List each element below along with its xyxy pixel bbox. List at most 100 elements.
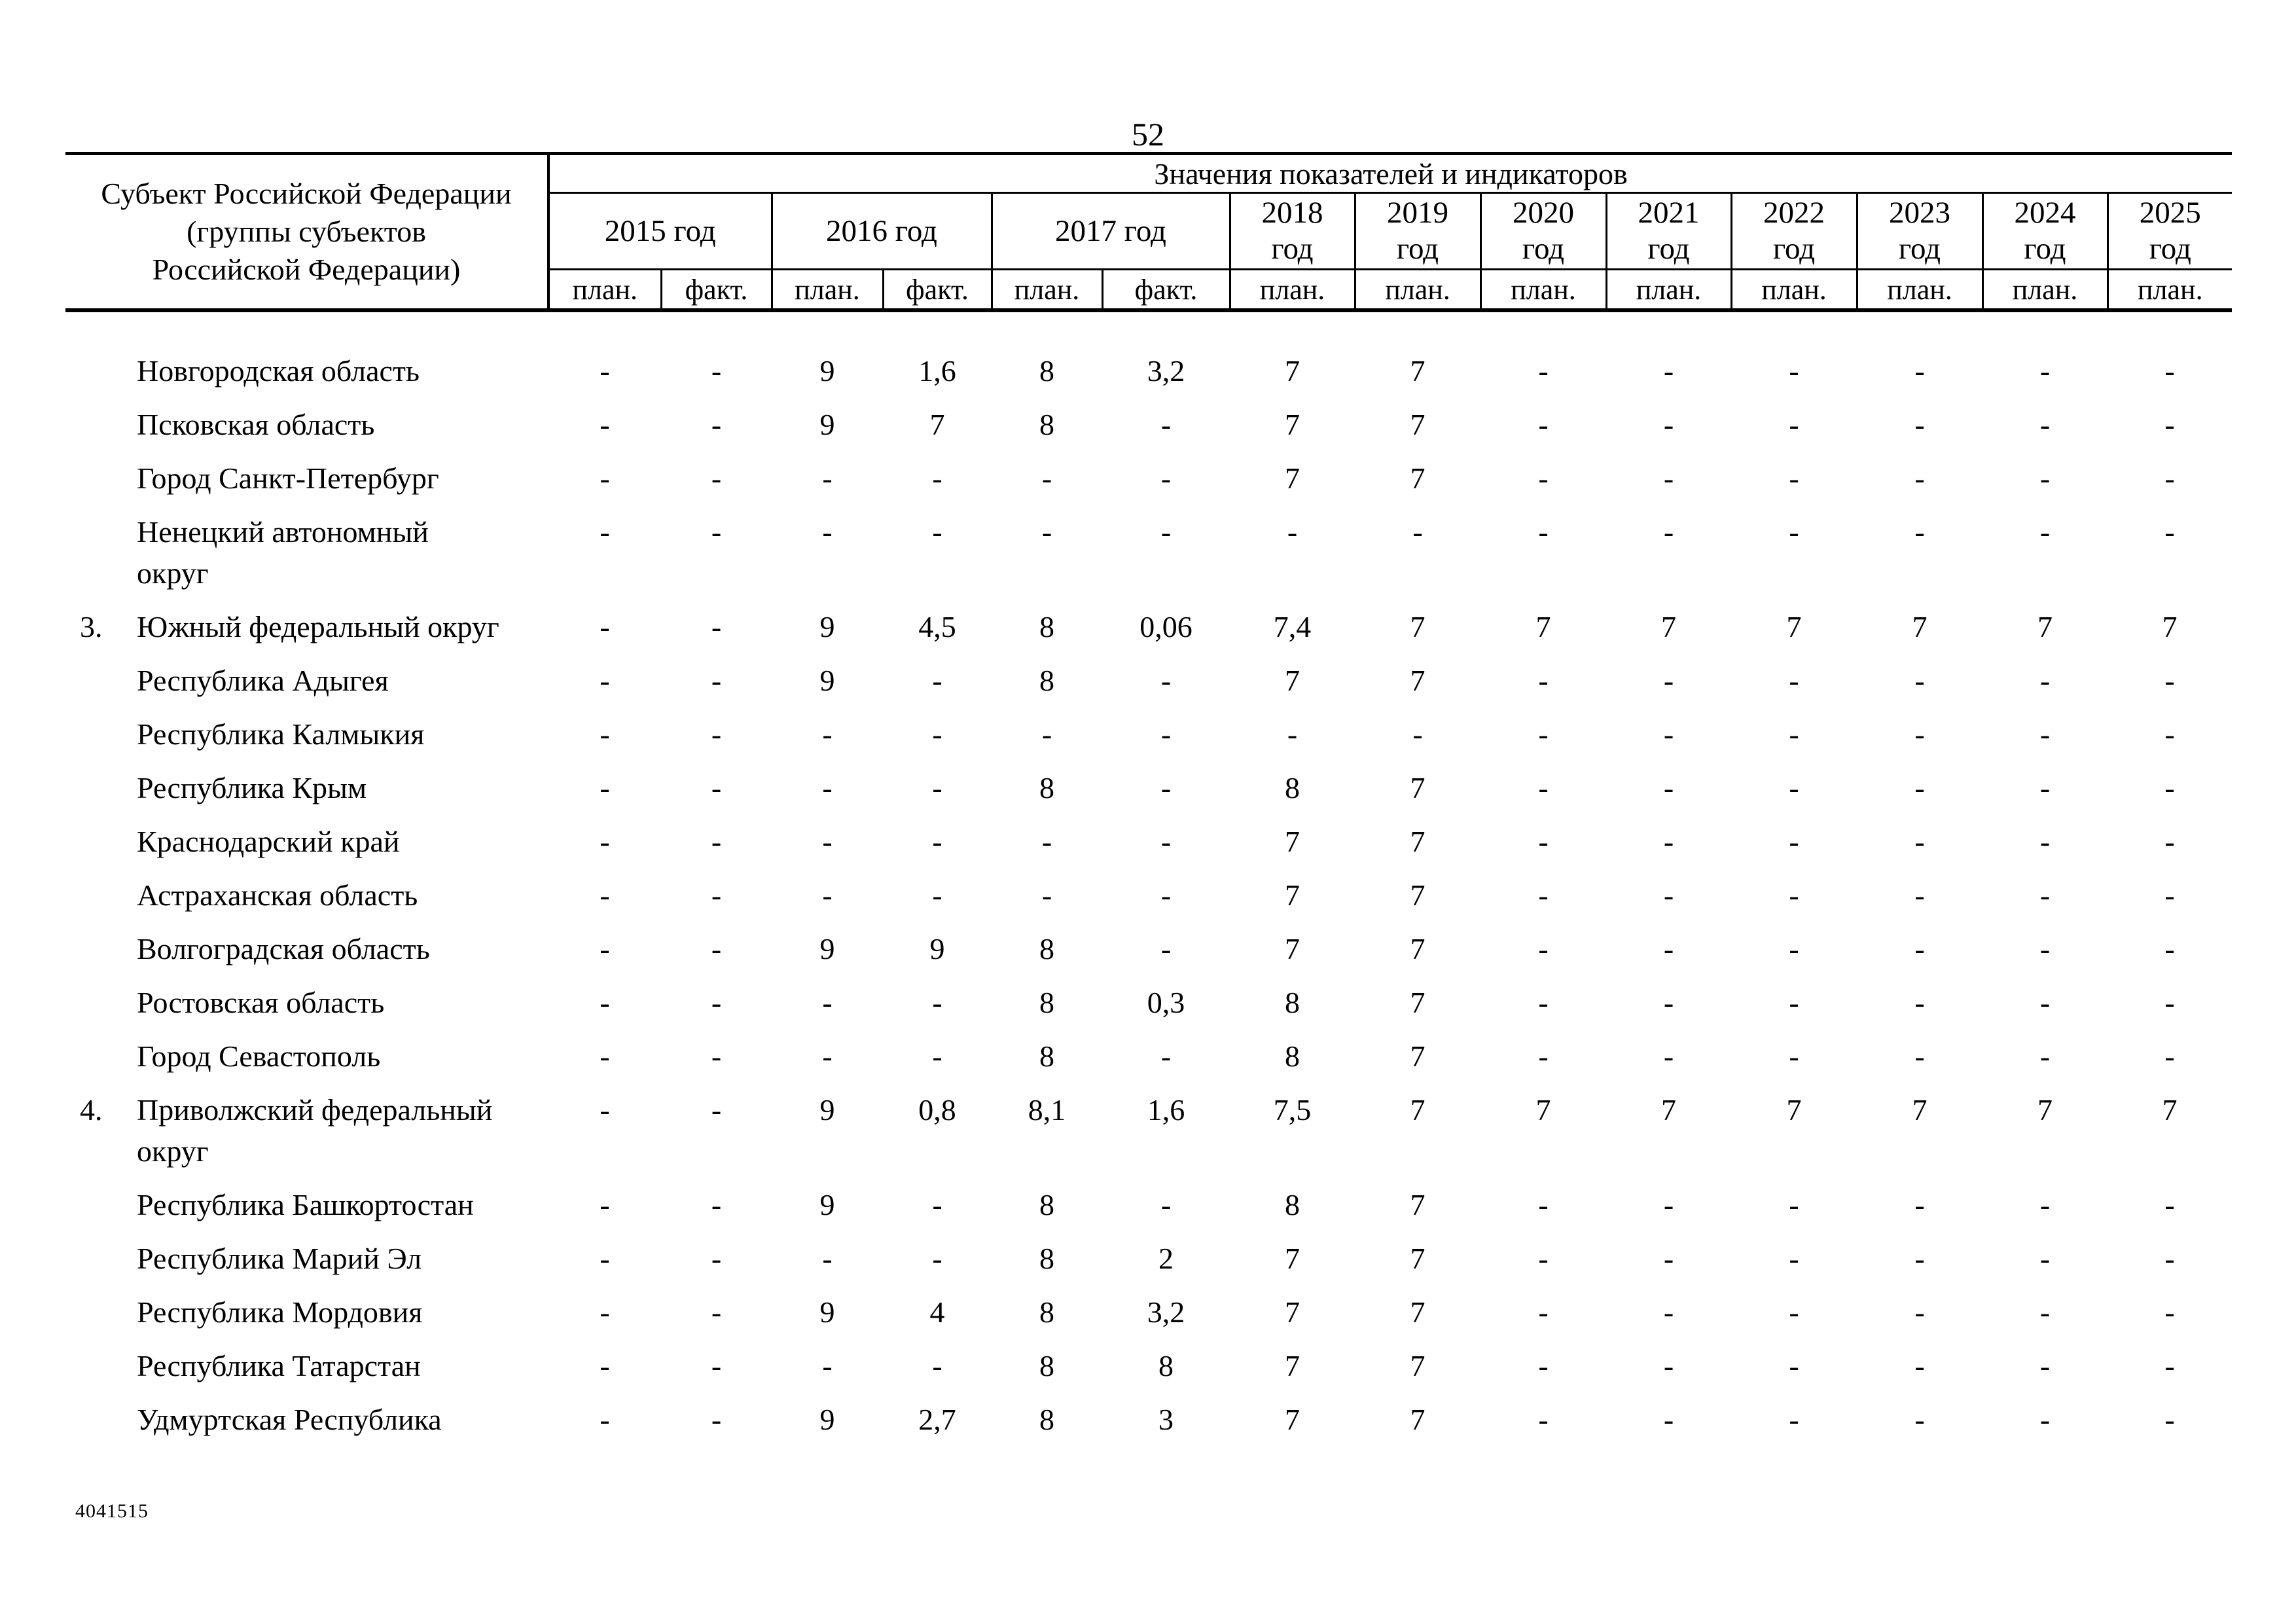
- value-cell-2025-plan: -: [2164, 1403, 2175, 1436]
- value-cell-2018-plan: -: [1287, 515, 1298, 549]
- value-cell-2019-plan: 7: [1410, 878, 1426, 912]
- value-cell-2023-plan: -: [1914, 1403, 1925, 1436]
- value-cell-2017-fact: 1,6: [1147, 1093, 1185, 1127]
- value-cell-2015-plan: -: [600, 932, 610, 965]
- year-header-2024: 2024 год: [1982, 192, 2109, 270]
- subject-cell: Удмуртская Республика: [65, 1392, 548, 1446]
- value-cell-2022-plan: -: [1789, 932, 1799, 965]
- value-cell-2015-plan: -: [600, 986, 610, 1019]
- year-header-2017: 2017 год: [992, 192, 1231, 270]
- value-cell-2019-plan: 7: [1410, 932, 1426, 965]
- value-cell-2015-plan: -: [600, 610, 610, 643]
- value-cell-2025-plan: -: [2164, 461, 2175, 495]
- value-cell-2016-plan: -: [822, 1039, 833, 1073]
- year-header-2020: 2020 год: [1480, 192, 1607, 270]
- value-cell-2015-plan: -: [600, 1039, 610, 1073]
- year-header-2016: 2016 год: [772, 192, 993, 270]
- value-cell-2015-fact: -: [711, 1242, 722, 1275]
- value-cell-2016-plan: -: [822, 878, 833, 912]
- value-cell-2015-plan: -: [600, 771, 610, 804]
- value-cell-2017-plan: 8: [1039, 1403, 1054, 1436]
- table-row: Республика Марий Эл - - - - 8 2 7 7 - - …: [65, 1231, 2232, 1285]
- value-cell-2024-plan: -: [2039, 1403, 2051, 1436]
- value-cell-2017-plan: 8: [1039, 354, 1054, 388]
- value-cell-2021-plan: -: [1663, 461, 1674, 495]
- value-cell-2022-plan: -: [1789, 1188, 1799, 1221]
- subject-cell: 3. Южный федеральный округ: [65, 600, 548, 653]
- subheader-plan: план.: [2108, 269, 2233, 312]
- value-cell-2024-plan: -: [2039, 986, 2051, 1019]
- value-cell-2019-plan: 7: [1410, 1188, 1426, 1221]
- value-cell-2025-plan: -: [2164, 515, 2175, 549]
- value-cell-2024-plan: -: [2039, 1242, 2051, 1275]
- value-cell-2017-plan: -: [1041, 878, 1052, 912]
- value-cell-2020-plan: -: [1538, 932, 1549, 965]
- value-cell-2018-plan: 7: [1285, 664, 1300, 697]
- value-cell-2022-plan: -: [1789, 354, 1799, 388]
- value-cell-2022-plan: -: [1789, 1039, 1799, 1073]
- value-cell-2021-plan: 7: [1661, 1093, 1676, 1127]
- value-cell-2015-fact: -: [711, 461, 722, 495]
- value-cell-2022-plan: -: [1789, 1242, 1799, 1275]
- value-cell-2016-plan: 9: [819, 354, 835, 388]
- value-cell-2020-plan: -: [1538, 825, 1549, 858]
- value-cell-2017-fact: 0,3: [1147, 986, 1185, 1019]
- value-cell-2019-plan: 7: [1410, 825, 1426, 858]
- value-cell-2021-plan: -: [1663, 1039, 1674, 1073]
- value-cell-2016-fact: -: [932, 1242, 942, 1275]
- subject-name: Краснодарский край: [137, 825, 400, 858]
- subject-cell: Ростовская область: [65, 975, 548, 1029]
- value-cell-2018-plan: 7,4: [1273, 610, 1312, 643]
- subheader-fact: факт.: [1102, 269, 1231, 312]
- table-row: Республика Башкортостан - - 9 - 8 - 8 7 …: [65, 1178, 2232, 1231]
- value-cell-2015-plan: -: [600, 1295, 610, 1329]
- value-cell-2018-plan: 8: [1285, 1039, 1300, 1073]
- subject-name: Волгоградская область: [137, 932, 430, 965]
- value-cell-2019-plan: 7: [1410, 771, 1426, 804]
- value-cell-2022-plan: -: [1789, 664, 1799, 697]
- value-cell-2017-fact: -: [1160, 515, 1172, 549]
- value-cell-2024-plan: 7: [2037, 1093, 2053, 1127]
- value-cell-2017-fact: -: [1160, 408, 1172, 441]
- subheader-plan: план.: [1230, 269, 1356, 312]
- value-cell-2023-plan: -: [1914, 932, 1925, 965]
- subject-cell: Республика Татарстан: [65, 1339, 548, 1392]
- value-cell-2018-plan: 7: [1285, 1295, 1300, 1329]
- subject-cell: Республика Мордовия: [65, 1285, 548, 1339]
- table-row: Республика Адыгея - - 9 - 8 - 7 7 - - - …: [65, 653, 2232, 707]
- value-cell-2021-plan: -: [1663, 1295, 1674, 1329]
- subject-cell: 4. Приволжский федеральный округ: [65, 1083, 548, 1178]
- value-cell-2020-plan: -: [1538, 717, 1549, 751]
- value-cell-2022-plan: -: [1789, 1349, 1799, 1382]
- value-cell-2018-plan: 8: [1285, 771, 1300, 804]
- value-cell-2016-plan: 9: [819, 932, 835, 965]
- value-cell-2022-plan: -: [1789, 825, 1799, 858]
- subject-name: Город Севастополь: [137, 1039, 381, 1073]
- value-cell-2025-plan: -: [2164, 1188, 2175, 1221]
- value-cell-2017-fact: -: [1160, 825, 1172, 858]
- value-cell-2023-plan: -: [1914, 1242, 1925, 1275]
- value-cell-2015-plan: -: [600, 1188, 610, 1221]
- value-cell-2016-plan: -: [822, 771, 833, 804]
- value-cell-2019-plan: 7: [1410, 1295, 1426, 1329]
- value-cell-2020-plan: -: [1538, 354, 1549, 388]
- value-cell-2016-plan: -: [822, 1242, 833, 1275]
- value-cell-2016-plan: -: [822, 1349, 833, 1382]
- value-cell-2015-fact: -: [711, 932, 722, 965]
- value-cell-2019-plan: -: [1412, 717, 1423, 751]
- value-cell-2018-plan: 7: [1285, 825, 1300, 858]
- value-cell-2017-fact: 3,2: [1147, 354, 1185, 388]
- value-cell-2023-plan: -: [1914, 717, 1925, 751]
- value-cell-2017-fact: -: [1160, 461, 1172, 495]
- subject-name: Республика Адыгея: [137, 664, 389, 697]
- value-cell-2022-plan: 7: [1786, 1093, 1802, 1127]
- value-cell-2017-plan: -: [1041, 717, 1052, 751]
- value-cell-2018-plan: 8: [1285, 1188, 1300, 1221]
- value-cell-2015-plan: -: [600, 825, 610, 858]
- value-cell-2022-plan: -: [1789, 878, 1799, 912]
- value-cell-2016-fact: 2,7: [918, 1403, 956, 1436]
- value-cell-2019-plan: 7: [1410, 354, 1426, 388]
- value-cell-2017-fact: 2: [1158, 1242, 1174, 1275]
- value-cell-2015-fact: -: [711, 1403, 722, 1436]
- value-cell-2016-fact: -: [932, 1039, 942, 1073]
